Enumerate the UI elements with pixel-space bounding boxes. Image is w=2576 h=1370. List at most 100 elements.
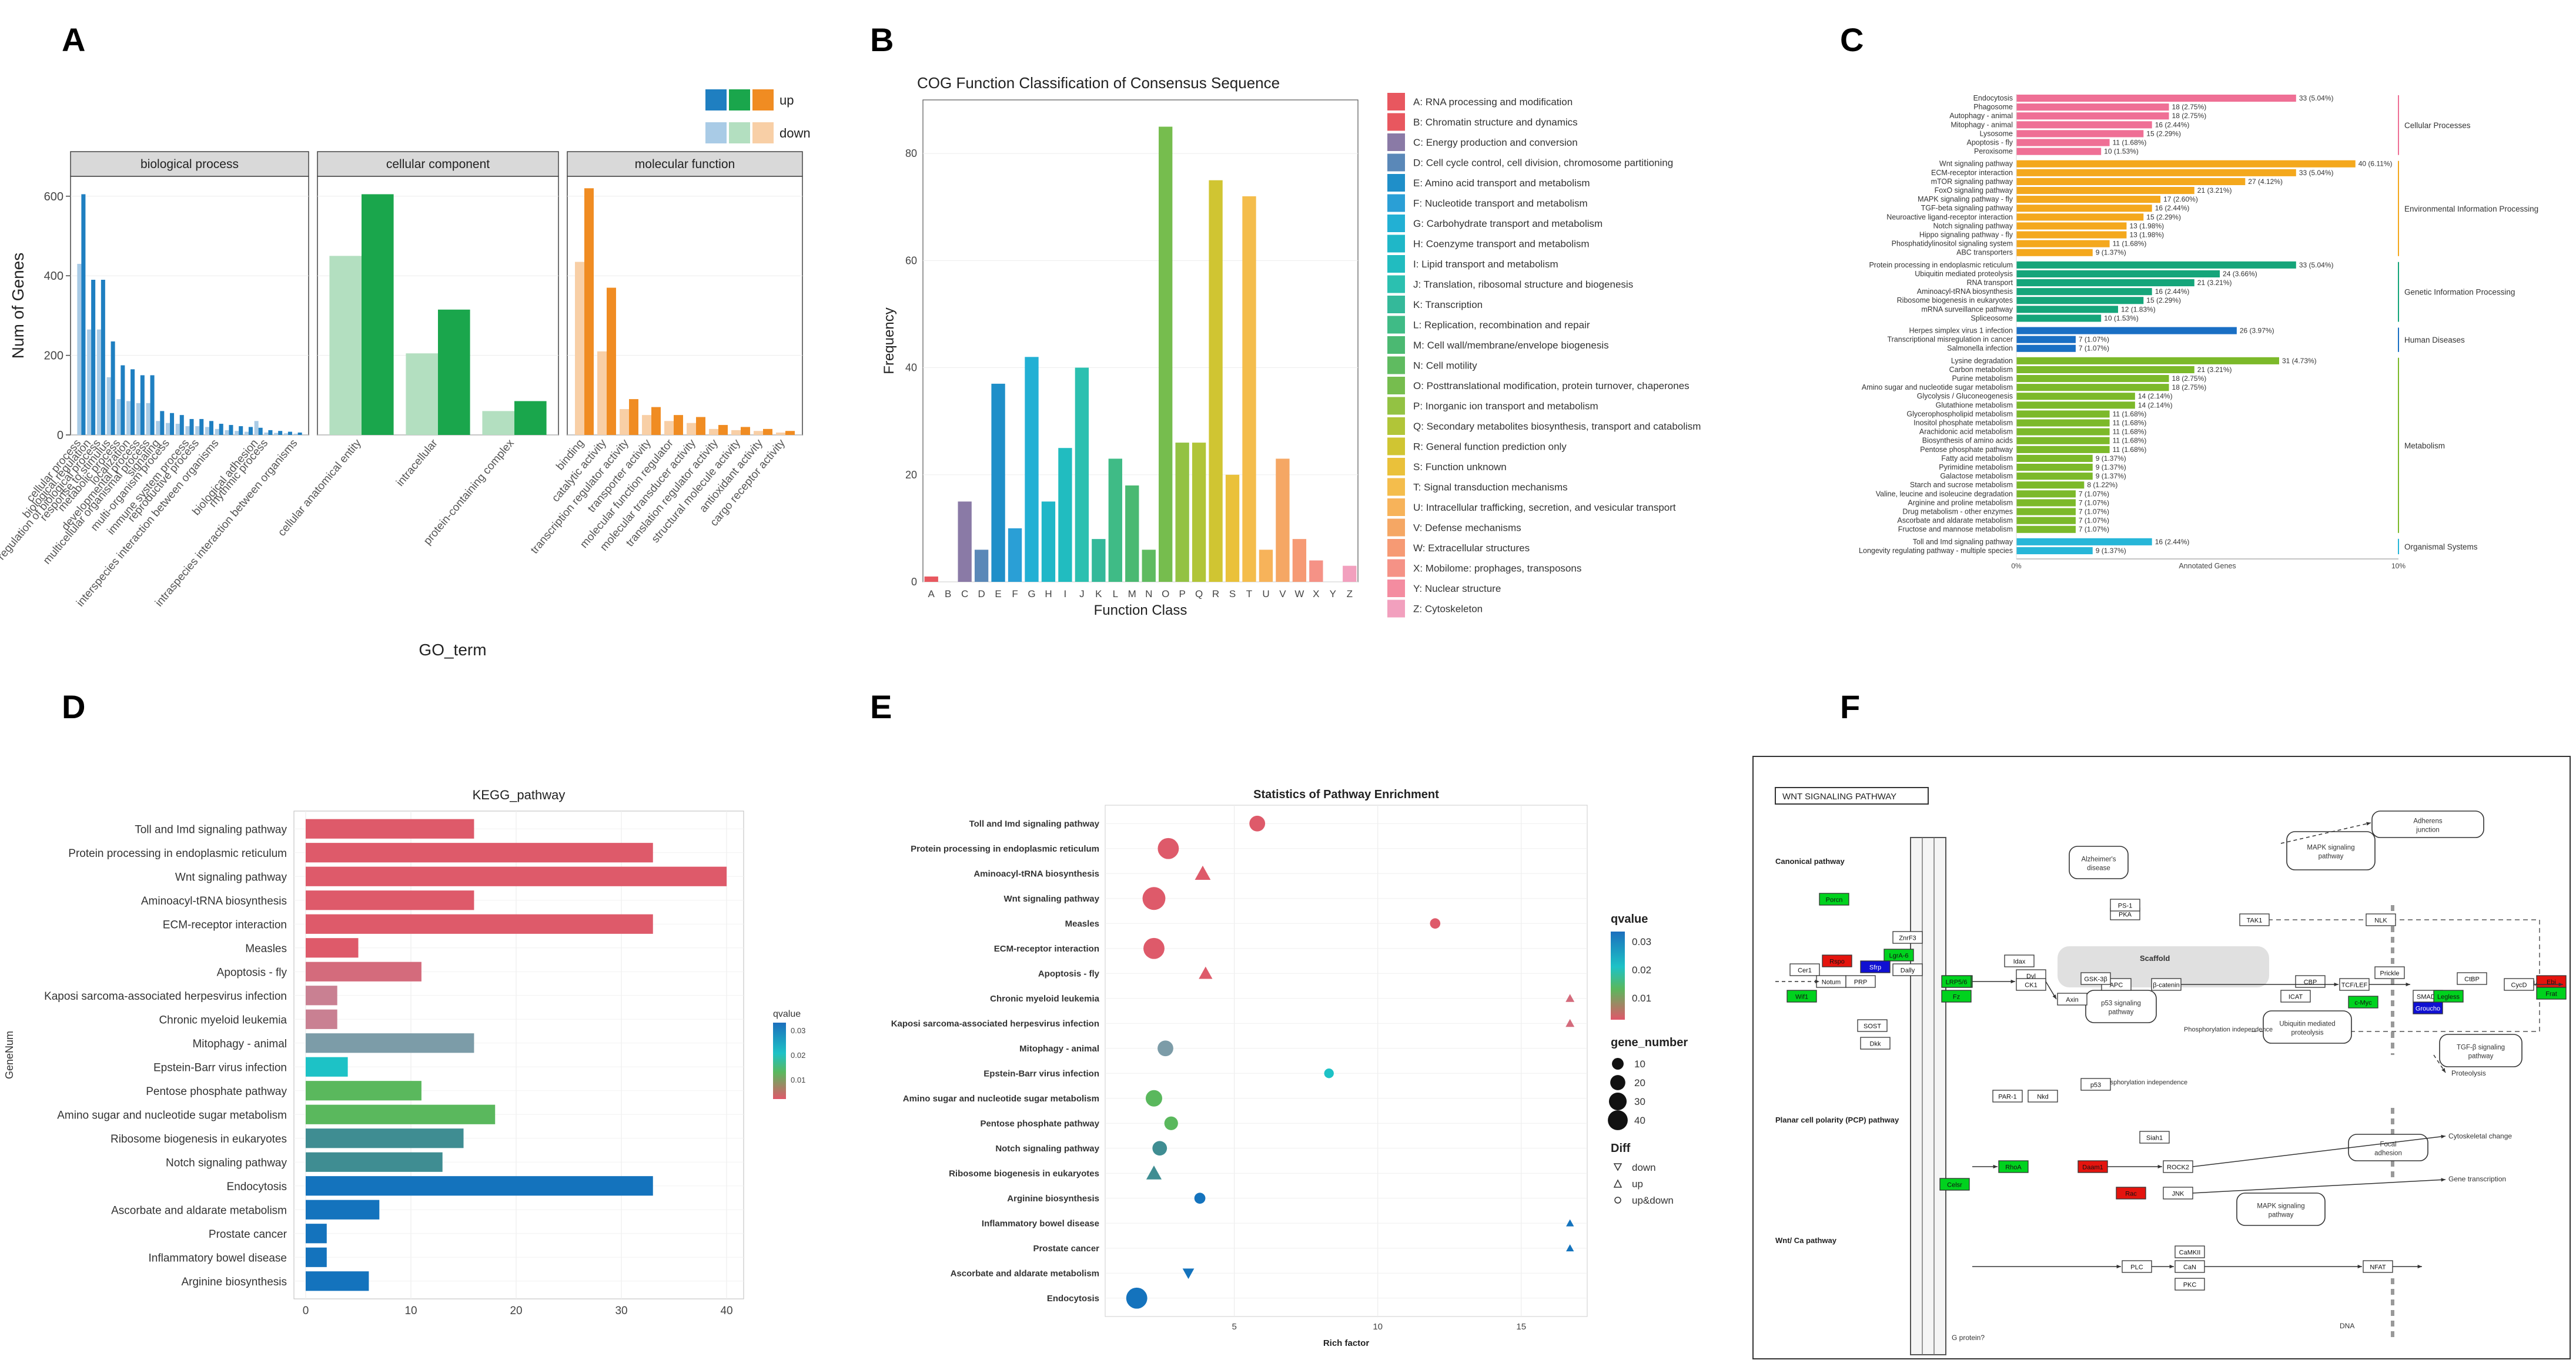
bar-down-translation-regulator-activity (709, 428, 718, 435)
gene-label-camkii: CaMKII (2179, 1250, 2201, 1257)
legend-label: K: Transcription (1413, 299, 1483, 310)
gene-box-lgra-6 (1884, 949, 1914, 962)
bar-notch-signaling-pathway (306, 1152, 443, 1172)
gene-box-prp (1845, 975, 1876, 988)
y-tick-label: Apoptosis - fly (217, 966, 287, 979)
bar-down-reproductive-process (195, 426, 200, 435)
bar-spliceosome (2016, 314, 2102, 322)
pathway-label: Glycerophospholipid metabolism (1906, 410, 2013, 418)
chart-title: KEGG_pathway (473, 788, 566, 802)
point-chronic-myeloid-leukemia (1565, 994, 1575, 1002)
bar-L (1108, 458, 1122, 582)
x-tick-label: G (1028, 588, 1035, 599)
gene-label-nkd: Nkd (2037, 1094, 2049, 1101)
bar-down-interspecies-interaction-between-organisms (215, 428, 219, 435)
pathway-label: Biosynthesis of amino acids (1922, 437, 2013, 445)
bar-up-localization (131, 369, 135, 435)
bar-endocytosis (2016, 95, 2296, 102)
map-title: WNT SIGNALING PATHWAY (1782, 792, 1896, 802)
bar-value-label: 21 (3.21%) (2197, 366, 2232, 374)
legend-swatch (1387, 498, 1405, 516)
legend-down-label: down (780, 126, 811, 140)
bar-value-label: 17 (2.60%) (2163, 195, 2198, 203)
x-tick-label: V (1279, 588, 1286, 599)
bar-value-label: 14 (2.14%) (2138, 401, 2173, 409)
pathway-label: Inositol phosphate metabolism (1913, 419, 2013, 427)
pathway-label: Peroxisome (1974, 148, 2013, 156)
bar-up-transcription-regulator-activity (629, 399, 638, 435)
x-tick-label: F (1012, 588, 1018, 599)
point-inflammatory-bowel-disease (1566, 1219, 1574, 1227)
bar-value-label: 18 (2.75%) (2172, 374, 2207, 383)
adherens-ref-label-1: Adherens (2413, 818, 2442, 825)
cell-membrane (1910, 837, 1946, 1355)
gene-box-tak1 (2239, 913, 2270, 926)
bar-up-regulation-of-biological-process (101, 280, 105, 435)
arrow-head (2116, 1264, 2121, 1269)
gene-transcription-label: Gene transcription (2448, 1175, 2506, 1183)
bar-up-cargo-receptor-activity (785, 431, 795, 435)
x-tick-label: I (1064, 588, 1067, 599)
bar-D (974, 550, 989, 582)
bar-lysosome (2016, 130, 2144, 138)
y-tick-label: Chronic myeloid leukemia (159, 1014, 287, 1026)
bar-W (1292, 539, 1307, 582)
arrow-head (2366, 822, 2371, 826)
x-tick-label: intracellular (394, 437, 440, 488)
bar-value-label: 33 (5.04%) (2299, 261, 2334, 269)
bar-value-label: 16 (2.44%) (2155, 538, 2190, 546)
pathway-label: Endocytosis (1973, 94, 2013, 102)
mapk-ref-2-box (2236, 1193, 2326, 1226)
tgf-ref-label-2: pathway (2468, 1053, 2494, 1060)
ubiquitin-ref-label-1: Ubiquitin mediated (2279, 1021, 2335, 1028)
y-tick-label: Kaposi sarcoma-associated herpesvirus in… (44, 990, 287, 1003)
bar-up-biological-regulation (91, 280, 96, 435)
bar-value-label: 7 (1.07%) (2079, 517, 2109, 525)
bar-up-catalytic-activity (607, 287, 616, 435)
x-axis-label: GO_term (419, 641, 486, 659)
alzheimers-ref-box (2069, 846, 2129, 879)
bar-P (1175, 443, 1189, 582)
bar-value-label: 15 (2.29%) (2146, 129, 2181, 138)
legend-title: qvalue (773, 1009, 801, 1019)
legend-qvalue-title: qvalue (1611, 913, 1648, 926)
bar-down-intracellular (406, 353, 438, 435)
x-tick-label: protein-containing complex (421, 437, 517, 547)
pathway-label: Ascorbate and aldarate metabolism (1897, 517, 2013, 525)
bar-value-label: 11 (1.68%) (2113, 410, 2147, 418)
pathway-arrow (2192, 1179, 2446, 1194)
gene-label-tcf-lef: TCF/LEF (2341, 982, 2368, 989)
pathway-arrow (2192, 1135, 2446, 1167)
group-label: Genetic Information Processing (2404, 288, 2515, 297)
bar-value-label: 18 (2.75%) (2172, 383, 2207, 391)
pathway-label: Hippo signaling pathway - fly (1919, 231, 2013, 239)
bar-S (1225, 474, 1240, 582)
x-tick-label: Y (1330, 588, 1336, 599)
y-tick-label: Notch signaling pathway (166, 1157, 287, 1169)
legend-swatch (1387, 478, 1405, 496)
legend-shape-label: down (1632, 1162, 1656, 1173)
pathway-label: Apoptosis - fly (1966, 139, 2013, 147)
gene-label-can: CaN (2183, 1264, 2196, 1271)
legend-shape-updown (1614, 1197, 1621, 1204)
point-toll-and-imd-signaling-pathway (1249, 815, 1266, 832)
legend-size-label: 20 (1634, 1077, 1645, 1088)
cytoskeletal-label: Cytoskeletal change (2448, 1132, 2512, 1140)
bar-value-label: 7 (1.07%) (2079, 344, 2109, 353)
y-tick-label: Ribosome biogenesis in eukaryotes (949, 1168, 1099, 1178)
x-tick-label: O (1162, 588, 1169, 599)
y-axis-label: Num of Genes (9, 253, 27, 359)
bar-N (1142, 550, 1156, 582)
x-axis-label: Annotated Genes (2179, 562, 2236, 570)
legend-shape-up (1613, 1179, 1622, 1188)
x-tick-label: 10% (2391, 562, 2406, 570)
gene-box-nkd (2028, 1090, 2058, 1103)
ubiquitin-ref-box (2263, 1010, 2352, 1044)
bar-down-antioxidant-activity (754, 431, 763, 435)
bar-value-label: 15 (2.29%) (2146, 213, 2181, 221)
group-label: Environmental Information Processing (2404, 205, 2538, 213)
adherens-ref-label-2: junction (2416, 827, 2440, 834)
legend-swatch (1387, 437, 1405, 455)
bar-R (1209, 180, 1223, 582)
bar-rna-transport (2016, 279, 2194, 287)
